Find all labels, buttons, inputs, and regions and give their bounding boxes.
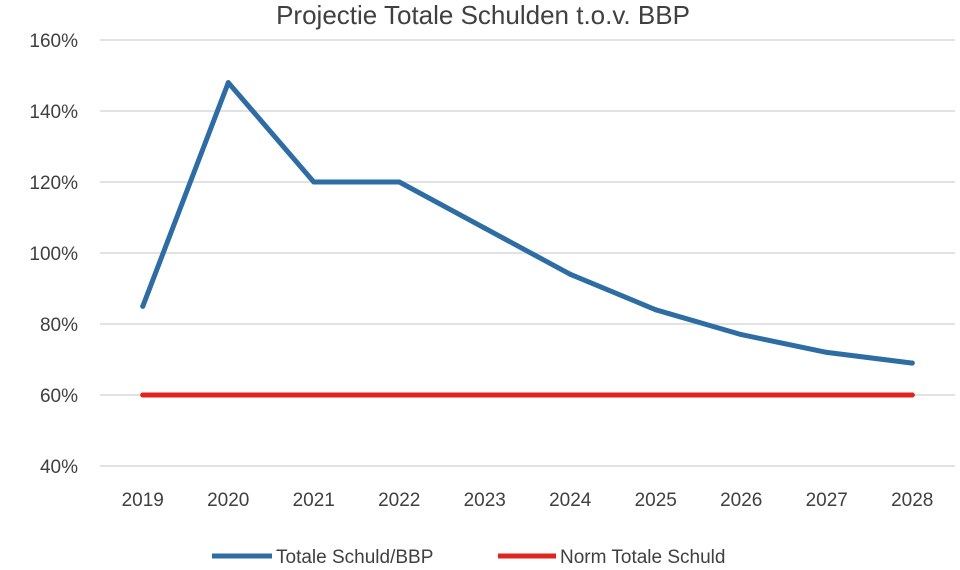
data-point [653,307,659,313]
chart-title: Projectie Totale Schulden t.o.v. BBP [276,0,690,30]
x-tick-label: 2027 [806,490,848,511]
data-point [482,225,488,231]
legend: Totale Schuld/BBP Norm Totale Schuld [212,547,725,568]
x-tick-label: 2024 [549,490,592,511]
y-tick-label: 40% [40,457,78,478]
y-tick-label: 60% [40,386,78,407]
data-point [567,392,573,398]
x-tick-label: 2022 [378,490,420,511]
data-point [225,80,231,86]
data-point [140,303,146,309]
x-tick-label: 2028 [891,490,933,511]
legend-label: Norm Totale Schuld [560,547,725,568]
y-tick-label: 160% [29,31,78,52]
data-point [311,392,317,398]
x-tick-label: 2025 [635,490,677,511]
data-point [738,392,744,398]
y-axis-tick-labels: 40% 60% 80% 100% 120% 140% 160% [29,31,78,478]
series-line-totale-schuld [140,80,915,366]
y-tick-label: 140% [29,102,78,123]
data-point [396,179,402,185]
x-tick-label: 2023 [464,490,506,511]
data-point [824,349,830,355]
data-point [909,392,915,398]
data-point [311,179,317,185]
data-point [824,392,830,398]
data-point [738,332,744,338]
y-tick-label: 100% [29,244,78,265]
x-tick-label: 2026 [720,490,762,511]
x-tick-label: 2019 [122,490,164,511]
x-axis-tick-labels: 2019 2020 2021 2022 2023 2024 2025 2026 2027 2028 [122,490,934,511]
series-layer [140,80,915,398]
legend-label: Totale Schuld/BBP [276,547,433,568]
data-point [567,271,573,277]
y-tick-label: 80% [40,315,78,336]
data-point [482,392,488,398]
data-point [225,392,231,398]
data-point [909,360,915,366]
data-point [653,392,659,398]
x-tick-label: 2021 [293,490,335,511]
y-tick-label: 120% [29,173,78,194]
data-point [140,392,146,398]
x-tick-label: 2020 [207,490,249,511]
data-point [396,392,402,398]
